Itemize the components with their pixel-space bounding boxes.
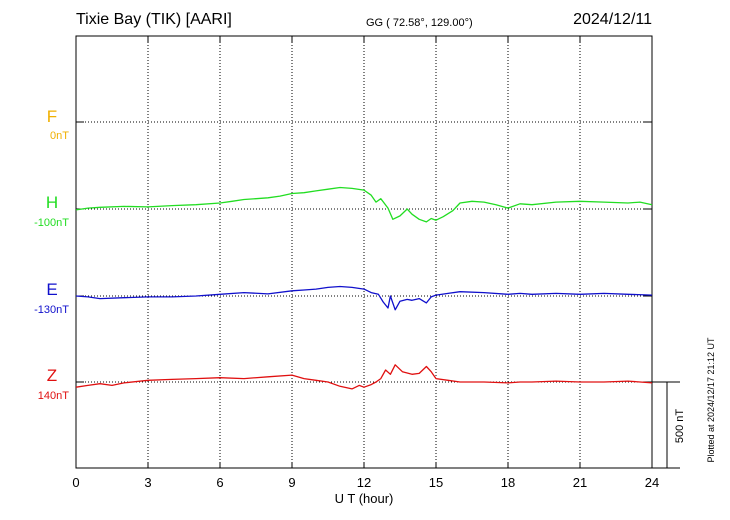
series-label-f: F <box>47 107 57 126</box>
station-title: Tixie Bay (TIK) [AARI] <box>76 11 232 28</box>
plot-frame <box>75 35 653 469</box>
x-tick-labels: 0 3 6 9 12 15 18 21 24 <box>72 475 659 490</box>
x-tick-label: 21 <box>573 475 587 490</box>
series-label-z: Z <box>47 366 57 385</box>
x-tick-label: 0 <box>72 475 79 490</box>
scale-bar: 500 nT <box>652 381 686 469</box>
x-tick-label: 3 <box>144 475 151 490</box>
x-tick-label: 15 <box>429 475 443 490</box>
x-tick-label: 9 <box>288 475 295 490</box>
date-label: 2024/12/11 <box>573 11 652 28</box>
x-axis-title: U T (hour) <box>335 491 394 506</box>
coordinates-label: GG ( 72.58°, 129.00°) <box>366 17 473 29</box>
x-tick-label: 18 <box>501 475 515 490</box>
scale-bar-label: 500 nT <box>674 409 686 444</box>
x-tick-label: 12 <box>357 475 371 490</box>
series-offset-f: 0nT <box>50 130 69 142</box>
x-tick-label: 6 <box>216 475 223 490</box>
series-line-e <box>75 285 653 311</box>
series-label-e: E <box>46 280 57 299</box>
series-offset-h: -100nT <box>34 217 69 229</box>
series-offset-z: 140nT <box>38 390 69 402</box>
component-labels: F 0nT H -100nT E -130nT Z 140nT <box>34 107 69 402</box>
x-tick-label: 24 <box>645 475 659 490</box>
series-offset-e: -130nT <box>34 304 69 316</box>
grid-lines <box>75 36 653 468</box>
plotted-at-note: Plotted at 2024/12/17 21:12 UT <box>706 337 716 463</box>
series-line-z <box>75 364 653 390</box>
trace-group <box>75 186 653 390</box>
series-line-h <box>75 186 653 223</box>
series-label-h: H <box>46 193 58 212</box>
